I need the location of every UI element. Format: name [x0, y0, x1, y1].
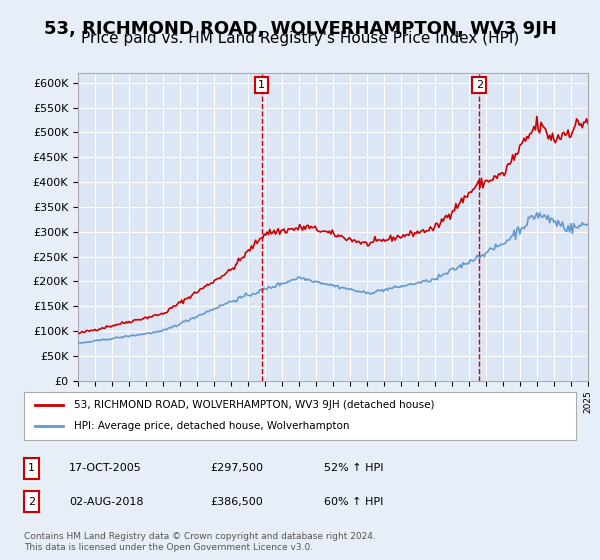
Text: £386,500: £386,500	[210, 497, 263, 507]
Text: £297,500: £297,500	[210, 463, 263, 473]
Text: 52% ↑ HPI: 52% ↑ HPI	[324, 463, 383, 473]
Text: 17-OCT-2005: 17-OCT-2005	[69, 463, 142, 473]
Text: 2: 2	[476, 80, 483, 90]
Text: 60% ↑ HPI: 60% ↑ HPI	[324, 497, 383, 507]
Text: 02-AUG-2018: 02-AUG-2018	[69, 497, 143, 507]
Text: 2: 2	[28, 497, 35, 507]
Text: 53, RICHMOND ROAD, WOLVERHAMPTON, WV3 9JH (detached house): 53, RICHMOND ROAD, WOLVERHAMPTON, WV3 9J…	[74, 400, 434, 410]
Text: Contains HM Land Registry data © Crown copyright and database right 2024.
This d: Contains HM Land Registry data © Crown c…	[24, 532, 376, 552]
Text: HPI: Average price, detached house, Wolverhampton: HPI: Average price, detached house, Wolv…	[74, 421, 349, 431]
Text: Price paid vs. HM Land Registry's House Price Index (HPI): Price paid vs. HM Land Registry's House …	[81, 31, 519, 46]
Text: 1: 1	[28, 463, 35, 473]
Text: 53, RICHMOND ROAD, WOLVERHAMPTON, WV3 9JH: 53, RICHMOND ROAD, WOLVERHAMPTON, WV3 9J…	[44, 20, 556, 38]
Text: 1: 1	[258, 80, 265, 90]
